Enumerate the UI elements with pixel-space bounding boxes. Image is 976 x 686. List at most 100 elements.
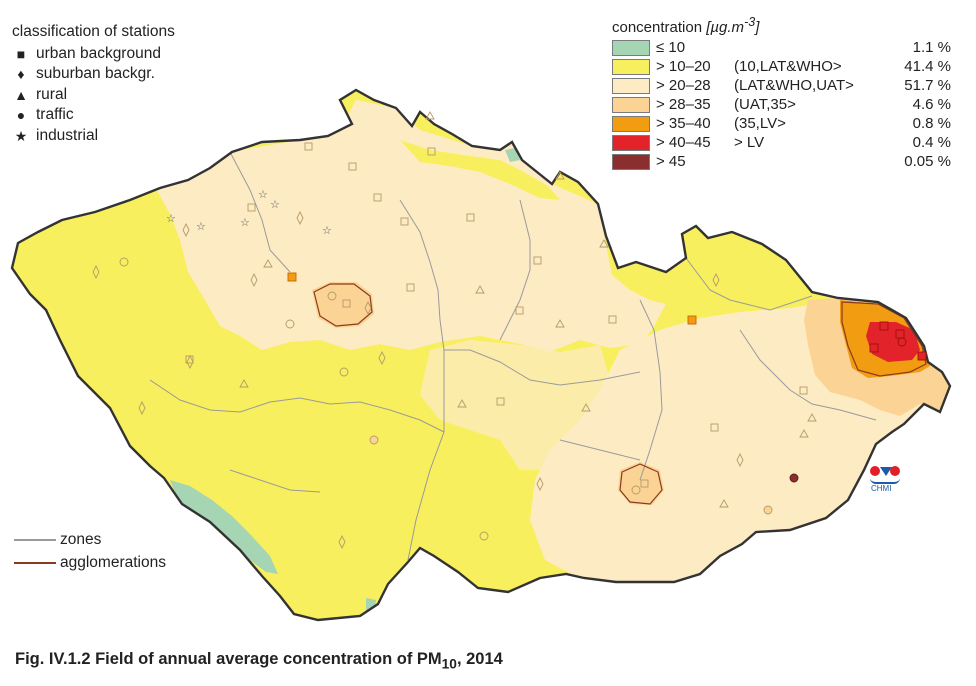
chmi-logo: CHMI: [868, 466, 902, 496]
station-urban-background: [342, 299, 351, 308]
class-percent: 1.1 %: [912, 39, 951, 56]
station-urban-background: [304, 142, 313, 151]
station-rural: [719, 499, 729, 508]
legend-label: zones: [60, 531, 102, 548]
triangle-icon: ▲: [14, 86, 28, 103]
color-swatch: [612, 153, 650, 170]
region-20-28-northwest: [150, 100, 668, 352]
legend-item-agglomerations: agglomerations: [14, 551, 166, 574]
station-traffic: [763, 505, 773, 515]
class-range: > 40–45: [656, 134, 711, 151]
color-swatch: [612, 77, 650, 94]
station-urban-background: [427, 147, 436, 156]
legend-label: agglomerations: [60, 554, 166, 571]
station-suburban: [736, 452, 744, 468]
square-icon: ■: [16, 45, 26, 62]
station-suburban: [92, 264, 100, 280]
station-industrial: ☆: [196, 221, 206, 233]
legend-item-suburban: ♦ suburban backgr.: [12, 64, 175, 85]
station-urban-background: [348, 162, 357, 171]
class-range: ≤ 10: [656, 39, 686, 56]
station-industrial: ☆: [166, 213, 176, 225]
class-range: > 10–20: [656, 58, 711, 75]
station-urban-background: [466, 213, 475, 222]
legend-label: urban background: [36, 44, 161, 62]
class-percent: 4.6 %: [912, 96, 951, 113]
station-suburban: [338, 534, 346, 550]
station-traffic: [789, 473, 799, 483]
concentration-legend-title: concentration [µg.m-3]: [612, 15, 760, 36]
legend-label: industrial: [36, 126, 99, 144]
class-note: (LAT&WHO,UAT>: [734, 77, 854, 94]
country-border: [10, 88, 952, 622]
station-traffic: [285, 319, 295, 329]
station-traffic: [631, 485, 641, 495]
station-urban-background: [640, 479, 649, 488]
station-urban-background: [608, 315, 617, 324]
region-10-20-east-north: [598, 204, 812, 312]
station-urban-background: [515, 306, 524, 315]
station-rural: [555, 171, 565, 180]
station-traffic: [897, 337, 907, 347]
station-suburban: [296, 210, 304, 226]
station-suburban: [712, 272, 720, 288]
station-industrial: ☆: [240, 217, 250, 229]
figure-caption: Fig. IV.1.2 Field of annual average conc…: [15, 650, 503, 672]
station-traffic: [119, 257, 129, 267]
region-10-20-west-border: [18, 196, 160, 360]
station-industrial: ☆: [258, 189, 268, 201]
class-note: (UAT,35>: [734, 96, 796, 113]
class-range: > 35–40: [656, 115, 711, 132]
color-swatch: [612, 115, 650, 132]
station-rural: [425, 111, 435, 120]
station-suburban: [138, 400, 146, 416]
station-urban-background: [400, 217, 409, 226]
concentration-class-row: > 35–40 (35,LV> 0.8 %: [612, 114, 957, 133]
class-range: > 28–35: [656, 96, 711, 113]
class-range: > 20–28: [656, 77, 711, 94]
color-swatch: [612, 39, 650, 56]
lines-legend: zones agglomerations: [14, 528, 166, 574]
concentration-class-row: > 10–20 (10,LAT&WHO> 41.4 %: [612, 57, 957, 76]
class-percent: 0.4 %: [912, 134, 951, 151]
region-10-20-north-mountains: [400, 140, 560, 200]
station-urban-background: [247, 203, 256, 212]
station-urban-background: [895, 329, 905, 339]
legend-item-zones: zones: [14, 528, 166, 551]
region-le10-sumava: [170, 480, 278, 574]
color-swatch: [612, 58, 650, 75]
station-markers: ☆ ☆ ☆ ☆ ☆ ☆: [92, 111, 927, 550]
stations-legend-title: classification of stations: [12, 23, 175, 40]
station-urban-background: [687, 315, 697, 325]
station-urban-background: [917, 351, 927, 361]
station-suburban: [182, 222, 190, 238]
class-percent: 0.8 %: [912, 115, 951, 132]
station-rural: [599, 239, 609, 248]
station-rural: [799, 429, 809, 438]
station-rural: [457, 399, 467, 408]
station-urban-background: [710, 423, 719, 432]
station-rural: [581, 403, 591, 412]
station-industrial: ☆: [270, 199, 280, 211]
class-range: > 45: [656, 153, 686, 170]
legend-item-industrial: ★ industrial: [12, 126, 175, 147]
legend-label: traffic: [36, 106, 74, 123]
color-swatch: [612, 96, 650, 113]
stations-legend: classification of stations ■ urban backg…: [12, 22, 175, 146]
logo-text: CHMI: [871, 484, 892, 493]
circle-icon: ●: [16, 107, 26, 123]
legend-label: rural: [36, 85, 68, 103]
region-40-45-ostrava: [866, 322, 920, 362]
station-urban-background: [533, 256, 542, 265]
station-suburban: [364, 300, 372, 316]
legend-label: suburban backgr.: [36, 65, 155, 82]
agglomerations-line-swatch: [14, 561, 56, 564]
concentration-legend: concentration [µg.m-3] ≤ 10 1.1 % > 10–20 (…: [612, 15, 957, 171]
star-icon: ★: [14, 127, 28, 144]
station-urban-background: [406, 283, 415, 292]
concentration-class-row: > 45 0.05 %: [612, 152, 957, 171]
station-suburban: [378, 350, 386, 366]
station-rural: [475, 285, 485, 294]
zone-boundaries: [149, 151, 877, 561]
